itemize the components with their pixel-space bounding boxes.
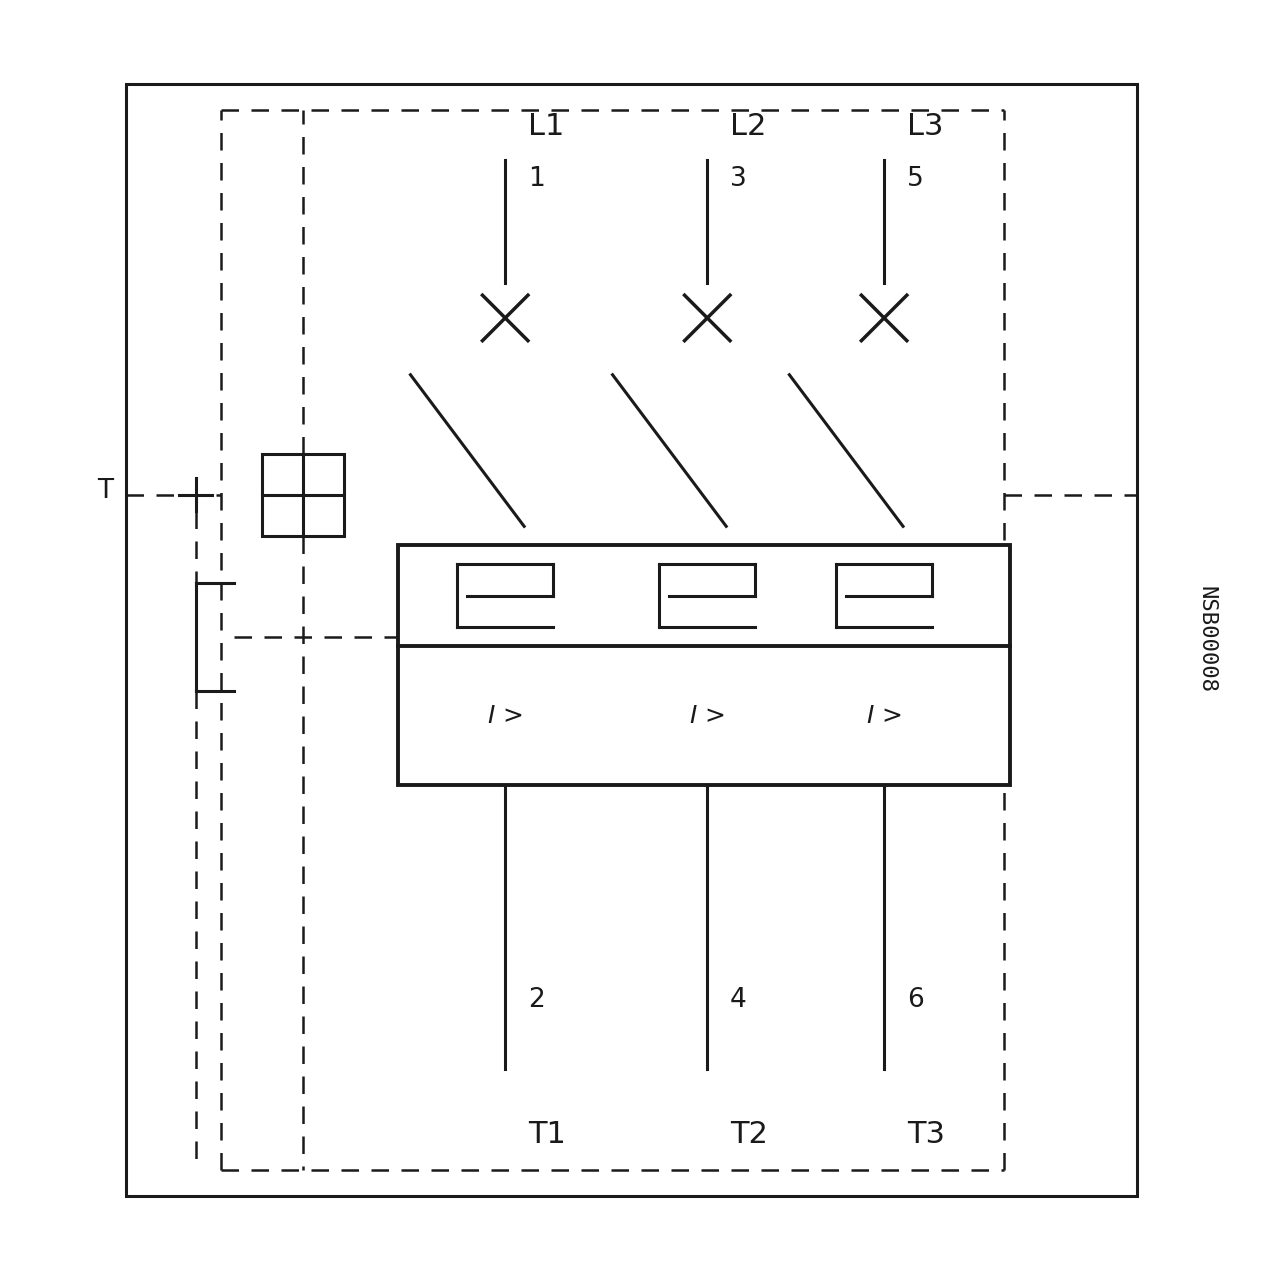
Text: 3: 3 — [730, 166, 746, 192]
Bar — [126, 84, 1137, 1196]
Text: 5: 5 — [907, 166, 923, 192]
Text: T3: T3 — [907, 1120, 945, 1149]
Bar — [263, 453, 344, 536]
Text: $\it{I}$ >: $\it{I}$ > — [866, 704, 902, 728]
Text: T1: T1 — [528, 1120, 566, 1149]
Text: L2: L2 — [730, 113, 767, 141]
Text: 6: 6 — [907, 987, 923, 1012]
Bar — [398, 545, 1010, 785]
Text: T2: T2 — [730, 1120, 768, 1149]
Text: NSB00008: NSB00008 — [1196, 586, 1216, 694]
Text: $\it{I}$ >: $\it{I}$ > — [690, 704, 725, 728]
Text: L3: L3 — [907, 113, 943, 141]
Text: 4: 4 — [730, 987, 746, 1012]
Text: $\it{I}$ >: $\it{I}$ > — [488, 704, 523, 728]
Text: 1: 1 — [528, 166, 544, 192]
Text: 2: 2 — [528, 987, 544, 1012]
Text: L1: L1 — [528, 113, 565, 141]
Text: T: T — [97, 477, 114, 504]
